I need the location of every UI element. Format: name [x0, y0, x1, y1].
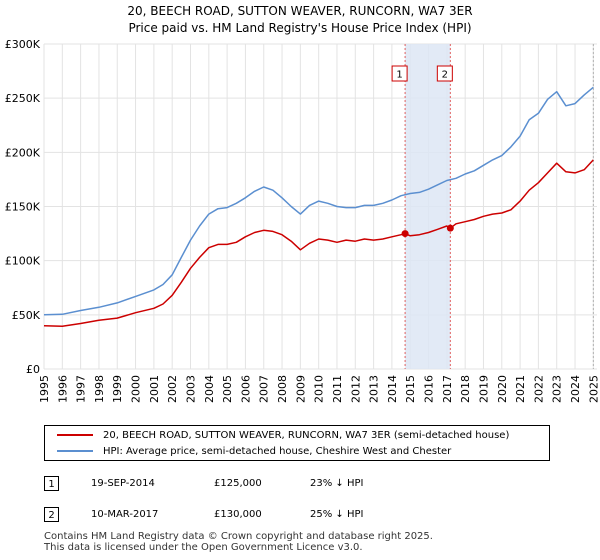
legend-label-hpi: HPI: Average price, semi-detached house,… — [103, 445, 452, 457]
x-tick-label: 2001 — [148, 375, 161, 403]
y-tick-label: £0 — [26, 363, 40, 376]
footer-copyright: Contains HM Land Registry data © Crown c… — [44, 531, 433, 542]
x-tick-label: 2017 — [441, 375, 454, 403]
x-tick-label: 1999 — [111, 375, 124, 403]
transaction-price: £130,000 — [214, 509, 262, 520]
x-tick-label: 2022 — [532, 375, 545, 403]
x-tick-label: 2011 — [331, 375, 344, 403]
transaction-number: 2 — [44, 507, 59, 522]
transaction-hpi-diff: 23% ↓ HPI — [310, 478, 364, 489]
transaction-price: £125,000 — [214, 478, 262, 489]
x-tick-label: 2004 — [203, 375, 216, 403]
x-tick-label: 2013 — [368, 375, 381, 403]
x-tick-label: 2020 — [496, 375, 509, 403]
chart-subtitle: Price paid vs. HM Land Registry's House … — [128, 21, 472, 35]
y-tick-label: £250K — [5, 92, 41, 105]
x-tick-label: 1995 — [38, 375, 51, 403]
sale-label-box — [391, 65, 408, 82]
chart-title: 20, BEECH ROAD, SUTTON WEAVER, RUNCORN, … — [127, 4, 473, 18]
chart-legend: 20, BEECH ROAD, SUTTON WEAVER, RUNCORN, … — [44, 425, 550, 461]
x-tick-label: 2007 — [258, 375, 271, 403]
transaction-hpi-diff: 25% ↓ HPI — [310, 509, 364, 520]
footer-license: This data is licensed under the Open Gov… — [44, 542, 363, 553]
sale-label-box — [436, 65, 453, 82]
y-tick-label: £200K — [5, 146, 41, 159]
transaction-row: 1 19-SEP-2014 £125,000 23% ↓ HPI — [44, 476, 564, 494]
y-tick-label: £100K — [5, 255, 41, 268]
x-tick-label: 2021 — [514, 375, 527, 403]
legend-label-property: 20, BEECH ROAD, SUTTON WEAVER, RUNCORN, … — [103, 429, 510, 441]
x-tick-label: 2008 — [276, 375, 289, 403]
property-series-line — [43, 159, 594, 327]
y-tick-label: £50K — [12, 309, 41, 322]
x-tick-label: 2018 — [459, 375, 472, 403]
sale-label: 1 — [396, 70, 402, 81]
x-tick-label: 2009 — [294, 375, 307, 403]
hpi-series-line — [43, 86, 594, 316]
x-tick-label: 1998 — [93, 375, 106, 403]
x-tick-label: 2012 — [349, 375, 362, 403]
x-tick-label: 2000 — [130, 375, 143, 403]
sale-label: 2 — [442, 70, 448, 81]
x-tick-label: 2016 — [423, 375, 436, 403]
x-tick-label: 2005 — [221, 375, 234, 403]
x-tick-label: 2006 — [239, 375, 252, 403]
transaction-date: 19-SEP-2014 — [91, 478, 155, 489]
transaction-row: 2 10-MAR-2017 £130,000 25% ↓ HPI — [44, 507, 564, 525]
x-tick-label: 2019 — [477, 375, 490, 403]
x-tick-label: 2010 — [313, 375, 326, 403]
sale-point — [401, 230, 409, 238]
price-chart: 1 2 £0 £50K £100K £150K £200K £250K £300K 1995 19… — [5, 38, 600, 403]
x-tick-label: 1996 — [56, 375, 69, 403]
x-tick-label: 1997 — [75, 375, 88, 403]
legend-entry-hpi: HPI: Average price, semi-detached house,… — [57, 443, 451, 459]
x-tick-label: 2023 — [551, 375, 564, 403]
sale-point — [446, 224, 454, 232]
legend-swatch-red — [57, 434, 93, 436]
legend-swatch-blue — [57, 450, 93, 452]
y-tick-label: £300K — [5, 38, 41, 51]
x-tick-label: 2014 — [386, 375, 399, 403]
x-tick-label: 2025 — [587, 375, 600, 403]
x-tick-label: 2002 — [166, 375, 179, 403]
legend-entry-property: 20, BEECH ROAD, SUTTON WEAVER, RUNCORN, … — [57, 427, 509, 443]
transaction-date: 10-MAR-2017 — [91, 509, 159, 520]
x-tick-label: 2003 — [184, 375, 197, 403]
shaded-period — [405, 44, 451, 369]
x-tick-label: 2015 — [404, 375, 417, 403]
transaction-number: 1 — [44, 476, 59, 491]
y-tick-label: £150K — [5, 201, 41, 214]
x-tick-label: 2024 — [569, 375, 582, 403]
